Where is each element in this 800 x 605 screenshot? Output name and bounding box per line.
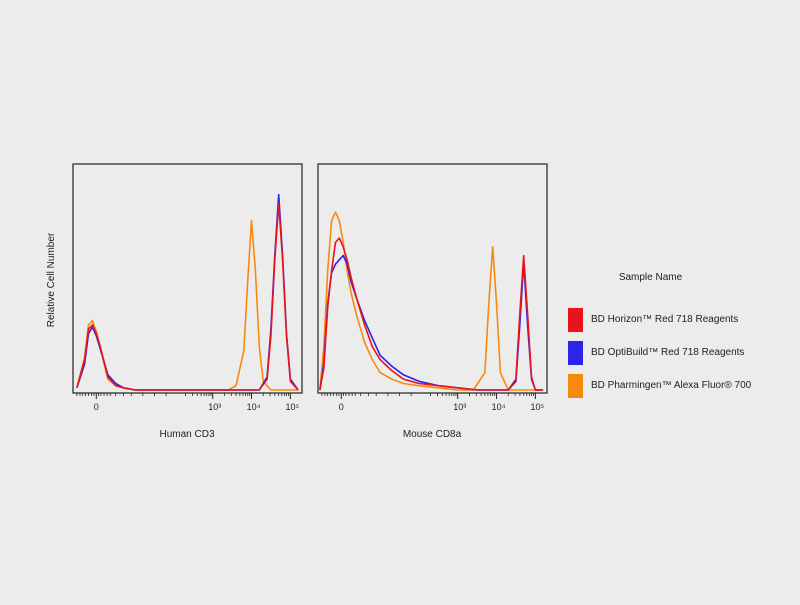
tick-label: 0	[339, 402, 344, 412]
tick-label: 10⁴	[492, 402, 506, 412]
legend-label: BD OptiBuild™ Red 718 Reagents	[591, 347, 745, 358]
series-line	[319, 211, 544, 391]
panel-mouse-cd8a: 0 10³ 10⁴ 10⁵ Mouse CD8a	[317, 163, 548, 440]
legend-item: BD OptiBuild™ Red 718 Reagents	[568, 336, 793, 369]
tick-label: 0	[94, 402, 99, 412]
legend-label: BD Horizon™ Red 718 Reagents	[591, 314, 739, 325]
series-group	[319, 211, 544, 391]
tick-label: 10⁵	[285, 402, 299, 412]
legend-swatch	[568, 340, 583, 365]
legend-swatch	[568, 373, 583, 398]
series-line	[319, 237, 544, 391]
legend-item: BD Pharmingen™ Alexa Fluor® 700	[568, 369, 793, 402]
series-group	[76, 193, 299, 391]
x-axis: 0 10³ 10⁴ 10⁵	[321, 393, 544, 412]
x-axis-label: Mouse CD8a	[403, 429, 462, 440]
x-axis-label: Human CD3	[159, 429, 214, 440]
legend-item: BD Horizon™ Red 718 Reagents	[568, 303, 793, 336]
series-line	[76, 202, 299, 391]
plot-frame	[317, 163, 548, 394]
legend-swatch	[568, 307, 583, 332]
tick-label: 10⁴	[247, 402, 261, 412]
tick-label: 10⁵	[530, 402, 544, 412]
y-axis-label: Relative Cell Number	[46, 232, 57, 327]
panel-human-cd3: 0 10³ 10⁴ 10⁵ Human CD3	[72, 163, 303, 440]
tick-label: 10³	[208, 402, 221, 412]
series-line	[76, 219, 299, 391]
legend-label: BD Pharmingen™ Alexa Fluor® 700	[591, 380, 752, 391]
legend: Sample Name BD Horizon™ Red 718 Reagents…	[568, 272, 793, 402]
tick-label: 10³	[453, 402, 466, 412]
plot-frame	[72, 163, 303, 394]
series-line	[76, 193, 299, 391]
x-axis: 0 10³ 10⁴ 10⁵	[76, 393, 299, 412]
legend-title: Sample Name	[618, 272, 683, 283]
